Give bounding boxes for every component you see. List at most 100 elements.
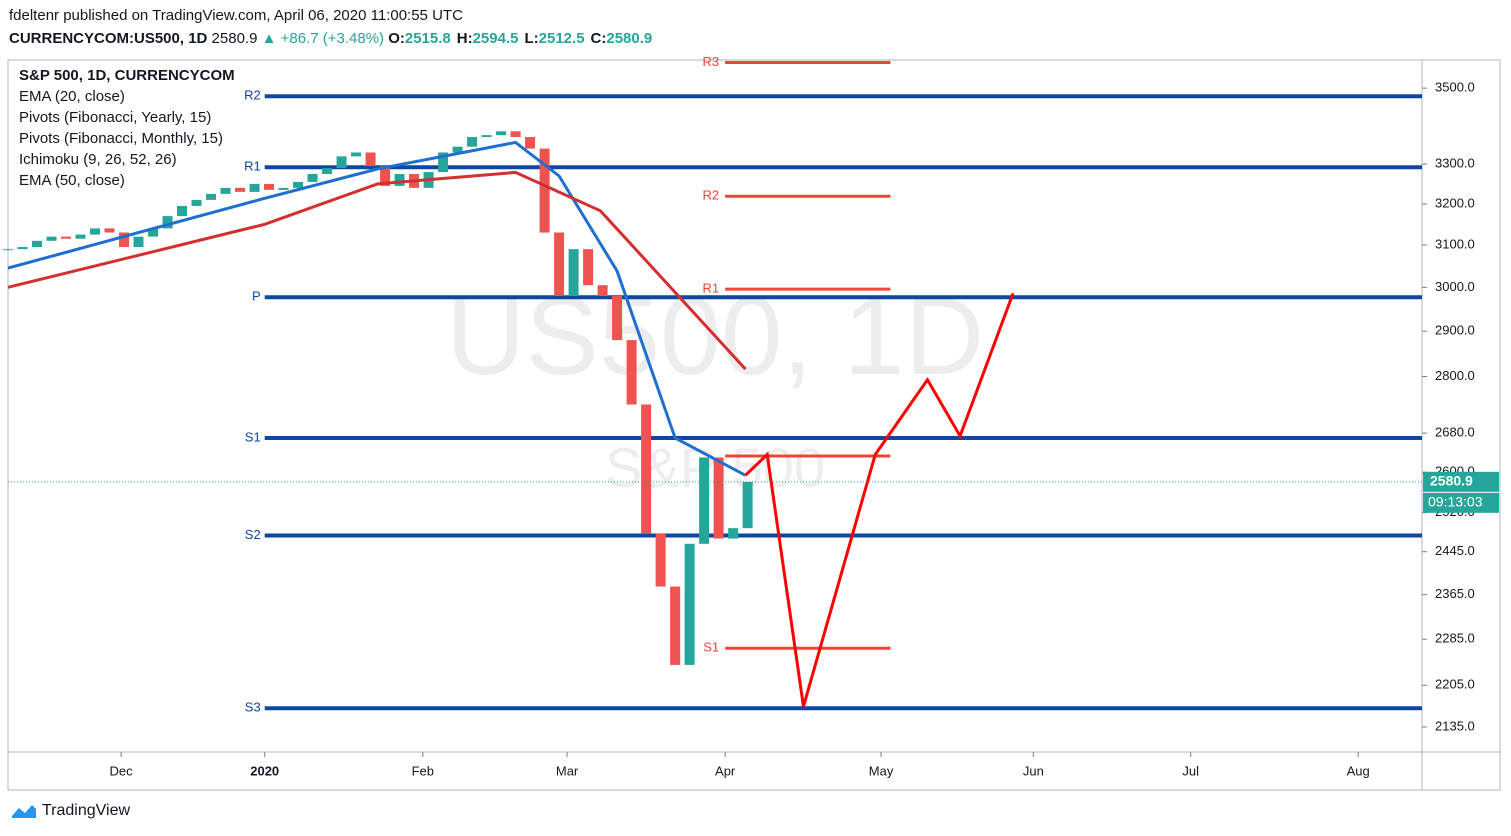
candle [380, 166, 391, 186]
candle [568, 249, 579, 296]
symbol: CURRENCYCOM:US500, 1D [9, 30, 208, 47]
candle [626, 340, 637, 405]
candle [641, 404, 652, 534]
candle [554, 232, 565, 296]
x-tick-label: Jun [1023, 763, 1044, 778]
brand: TradingView [10, 802, 130, 820]
candle [481, 135, 492, 138]
candle [322, 168, 333, 174]
plot-frame [7, 59, 1501, 791]
ohlc: O:2515.8 H:2594.5 L:2512.5 C:2580.9 [388, 30, 658, 47]
x-tick-label: Feb [412, 763, 434, 778]
logo [12, 805, 36, 818]
ohlc-label: O: [388, 30, 405, 47]
candle [394, 173, 405, 186]
countdown-tag [1423, 492, 1499, 513]
pivot-label: R2 [703, 188, 720, 203]
chart: US500, 1DS&P 5003500.03300.03200.03100.0… [3, 54, 1501, 791]
candle [612, 295, 623, 341]
candle [336, 156, 347, 169]
y-tick-label: 3500.0 [1435, 80, 1475, 95]
candle [162, 216, 173, 229]
candle [220, 187, 231, 194]
ohlc-label: H: [456, 30, 473, 47]
candle [583, 249, 594, 286]
candle [90, 228, 101, 235]
candle [438, 152, 449, 173]
candle [133, 236, 144, 248]
candle [61, 236, 72, 239]
candle [728, 528, 739, 539]
indicator-line [7, 140, 747, 477]
ohlc-value: 2580.9 [606, 30, 653, 47]
pivot-label: S3 [245, 700, 261, 715]
ohlc-value: 2512.5 [538, 30, 585, 47]
indicator-legend: EMA (50, close) [19, 172, 125, 189]
candle [307, 173, 318, 182]
y-tick-label: 2900.0 [1435, 323, 1475, 338]
candle [235, 187, 246, 192]
brand-name: TradingView [42, 802, 131, 819]
candle [3, 249, 13, 251]
indicator-line [744, 292, 1015, 707]
candle [104, 228, 115, 233]
y-tick-label: 2205.0 [1435, 677, 1475, 692]
candle [496, 131, 507, 136]
candle [191, 199, 202, 206]
x-tick-label: Aug [1347, 763, 1370, 778]
ohlc-label: L: [524, 30, 539, 47]
ohlc-value: 2515.8 [404, 30, 451, 47]
indicator-legend: Pivots (Fibonacci, Yearly, 15) [19, 109, 211, 126]
y-tick-label: 3300.0 [1435, 156, 1475, 171]
y-tick-label: 2445.0 [1435, 543, 1475, 558]
candle [539, 148, 550, 233]
candle [742, 481, 753, 529]
pivot-label: R2 [244, 88, 261, 103]
countdown-text: 09:13:03 [1428, 494, 1483, 510]
y-tick-label: 2285.0 [1435, 631, 1475, 646]
candle [525, 137, 536, 149]
pivot-label: R1 [244, 159, 261, 174]
y-tick-label: 3100.0 [1435, 236, 1475, 251]
indicator-legend: Pivots (Fibonacci, Monthly, 15) [19, 130, 223, 147]
pivot-label: R1 [703, 281, 720, 296]
last: 2580.9 [211, 30, 258, 47]
candle [32, 240, 43, 248]
price-tag [1423, 471, 1499, 492]
indicator-line [7, 170, 747, 371]
change: ▲ +86.7 (+3.48%) [261, 30, 385, 47]
candle [148, 228, 159, 237]
indicator-legend: Ichimoku (9, 26, 52, 26) [19, 151, 177, 168]
candle [713, 457, 724, 539]
x-tick-label: Mar [556, 763, 579, 778]
x-tick-label: Dec [110, 763, 134, 778]
candle [597, 285, 608, 296]
candle [293, 181, 304, 188]
x-tick-label: May [869, 763, 894, 778]
pivot-label: S2 [245, 527, 261, 542]
y-tick-label: 3000.0 [1435, 279, 1475, 294]
candle [351, 152, 362, 157]
candle [17, 247, 28, 250]
candle [655, 533, 666, 587]
candle [46, 236, 57, 241]
candle [177, 205, 188, 217]
candle [510, 131, 521, 138]
candle [452, 146, 463, 153]
candle [365, 152, 376, 167]
ohlc-label: C: [590, 30, 607, 47]
candle [75, 234, 86, 239]
y-tick-label: 2135.0 [1435, 718, 1475, 733]
candle [670, 586, 681, 665]
y-tick-label: 2365.0 [1435, 586, 1475, 601]
candle [206, 193, 217, 200]
x-tick-label: Jul [1182, 763, 1199, 778]
candle [467, 137, 478, 147]
candle [249, 183, 260, 192]
ohlc-value: 2594.5 [472, 30, 519, 47]
y-tick-label: 3200.0 [1435, 195, 1475, 210]
pivot-label: S1 [245, 429, 261, 444]
candle [278, 187, 289, 190]
indicator-legend: S&P 500, 1D, CURRENCYCOM [19, 67, 235, 84]
